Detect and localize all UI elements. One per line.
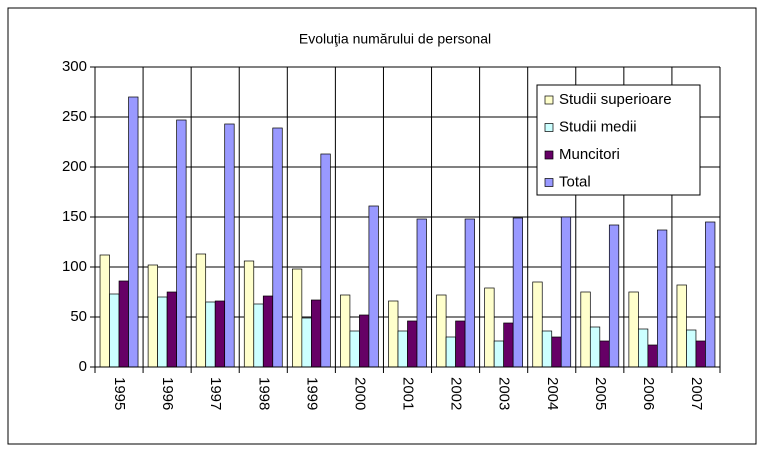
x-tick-label: 2004 — [544, 377, 561, 410]
x-tick-label: 2000 — [351, 377, 368, 410]
x-tick-label: 1995 — [111, 377, 128, 410]
bar — [166, 291, 177, 368]
x-tick-label: 1999 — [303, 377, 320, 410]
y-tick-label: 150 — [62, 208, 87, 225]
bar — [291, 268, 303, 368]
x-tick-label: 1996 — [159, 377, 176, 410]
bar — [686, 329, 697, 368]
chart-title: Evoluţia numărului de personal — [299, 31, 491, 47]
bar — [705, 221, 716, 368]
bar — [676, 284, 687, 368]
legend-swatch — [544, 95, 554, 105]
bar — [243, 260, 255, 368]
y-tick-label: 50 — [70, 308, 87, 325]
y-tick-label: 200 — [62, 158, 87, 175]
legend-label: Muncitori — [559, 146, 620, 163]
bar — [272, 127, 283, 368]
bar — [608, 224, 620, 368]
x-tick-label: 2006 — [640, 377, 657, 410]
bar — [397, 330, 408, 368]
bar — [340, 294, 351, 368]
bar — [147, 264, 158, 368]
x-tick-label: 2005 — [592, 377, 609, 410]
bar — [118, 280, 129, 368]
bar — [157, 296, 168, 368]
bar — [628, 291, 639, 368]
bar — [349, 330, 360, 368]
bar — [503, 322, 514, 368]
bar — [455, 320, 466, 368]
x-tick-label: 2007 — [688, 377, 705, 410]
bar — [262, 295, 274, 368]
bar — [109, 293, 120, 368]
y-tick-label: 100 — [62, 258, 87, 275]
bar — [589, 326, 601, 368]
x-tick-label: 2002 — [448, 377, 465, 410]
bar — [99, 254, 110, 368]
bar — [176, 119, 187, 368]
bar — [388, 300, 399, 368]
bar — [359, 314, 370, 368]
y-tick-label: 0 — [79, 358, 87, 375]
legend-box — [536, 84, 701, 196]
bar — [493, 340, 505, 368]
legend-swatch — [544, 178, 554, 187]
bar — [301, 317, 312, 368]
bar — [214, 300, 226, 368]
bar — [647, 344, 658, 368]
bar — [512, 217, 524, 368]
legend-swatch — [544, 123, 554, 132]
bar — [310, 299, 322, 368]
legend-label: Studii medii — [559, 118, 637, 135]
x-tick-label: 2003 — [496, 377, 513, 410]
bar — [695, 340, 706, 368]
bar — [638, 328, 649, 368]
bar — [580, 291, 591, 368]
bar — [541, 330, 553, 368]
y-tick-label: 300 — [62, 58, 87, 75]
bar — [407, 320, 418, 368]
legend-label: Total — [559, 173, 591, 190]
bar — [484, 287, 495, 368]
bar — [464, 218, 475, 368]
y-tick-label: 250 — [62, 108, 87, 125]
x-tick-label: 2001 — [400, 377, 417, 410]
bar — [551, 336, 562, 368]
bar — [532, 281, 543, 368]
bar — [253, 303, 264, 368]
bar — [560, 216, 572, 368]
bar — [445, 336, 456, 368]
legend-label: Studii superioare — [559, 91, 672, 108]
legend-swatch — [544, 150, 554, 160]
bar — [368, 205, 379, 368]
bar — [224, 123, 235, 368]
bar — [657, 229, 668, 368]
bar — [416, 218, 427, 368]
bar — [320, 153, 331, 368]
bar — [205, 301, 216, 368]
bar — [599, 340, 610, 368]
x-tick-label: 1997 — [207, 377, 224, 410]
bar — [195, 253, 207, 368]
bar — [128, 96, 139, 368]
x-tick-label: 1998 — [255, 377, 272, 410]
bar — [436, 294, 447, 368]
